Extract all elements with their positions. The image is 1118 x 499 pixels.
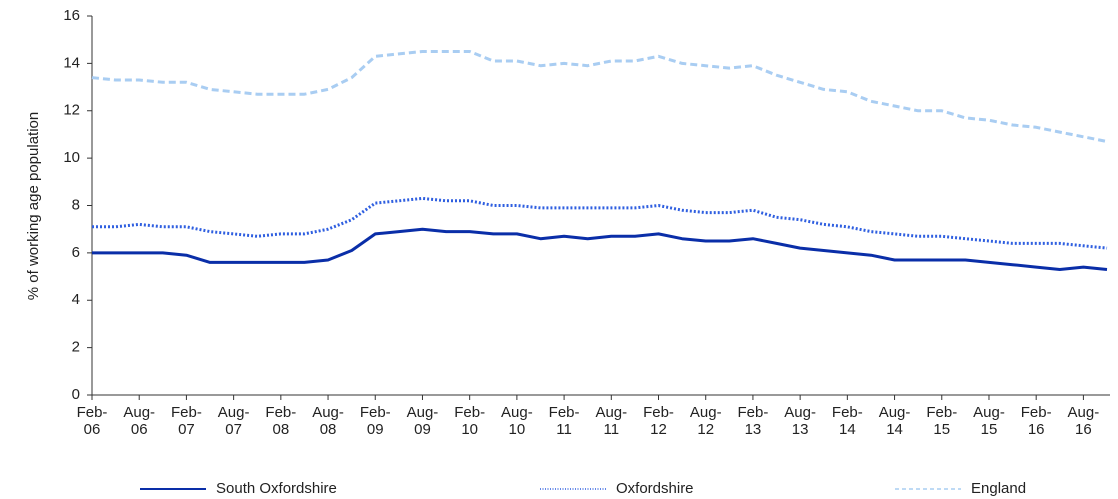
line-series [92,227,1108,271]
y-tick-label: 2 [72,339,80,356]
y-tick-label: 14 [63,54,80,71]
y-axis-label: % of working age population [25,112,42,300]
legend-label: South Oxfordshire [216,480,337,497]
x-tick-label: Feb- 13 [737,404,769,438]
x-tick-label: Feb- 07 [170,404,202,438]
x-tick-label: Aug- 09 [406,404,439,438]
x-tick-label: Aug- 10 [501,404,533,438]
x-tick-label: Aug- 07 [217,404,250,438]
x-tick-label: Feb- 06 [76,404,108,438]
x-tick-label: Aug- 15 [973,404,1005,438]
y-tick-label: 8 [72,196,80,213]
x-tick-label: Aug- 06 [123,404,156,438]
y-tick-label: 0 [72,386,80,403]
x-tick-label: Feb- 15 [926,404,958,438]
y-tick-label: 4 [72,291,80,308]
x-tick-label: Feb- 10 [454,404,486,438]
x-tick-label: Feb- 08 [265,404,297,438]
x-tick-label: Feb- 16 [1020,404,1052,438]
line-series [91,50,1108,143]
y-tick-label: 10 [63,149,80,166]
legend-label: Oxfordshire [616,480,694,497]
x-tick-label: Aug- 12 [689,404,722,438]
legend-label: England [971,480,1026,497]
x-tick-label: Aug- 16 [1067,404,1100,438]
x-tick-label: Feb- 12 [643,404,674,438]
x-tick-label: Aug- 11 [595,404,628,438]
y-tick-label: 16 [63,7,80,24]
x-tick-label: Aug- 13 [784,404,816,438]
x-tick-label: Feb- 11 [548,404,580,438]
x-tick-label: Feb- 14 [831,404,863,438]
y-tick-label: 6 [72,244,80,261]
y-tick-label: 12 [63,102,80,119]
x-tick-label: Feb- 09 [359,404,391,438]
x-tick-label: Aug- 14 [878,404,911,438]
x-tick-label: Aug- 08 [312,404,344,438]
line-series [92,196,1108,250]
